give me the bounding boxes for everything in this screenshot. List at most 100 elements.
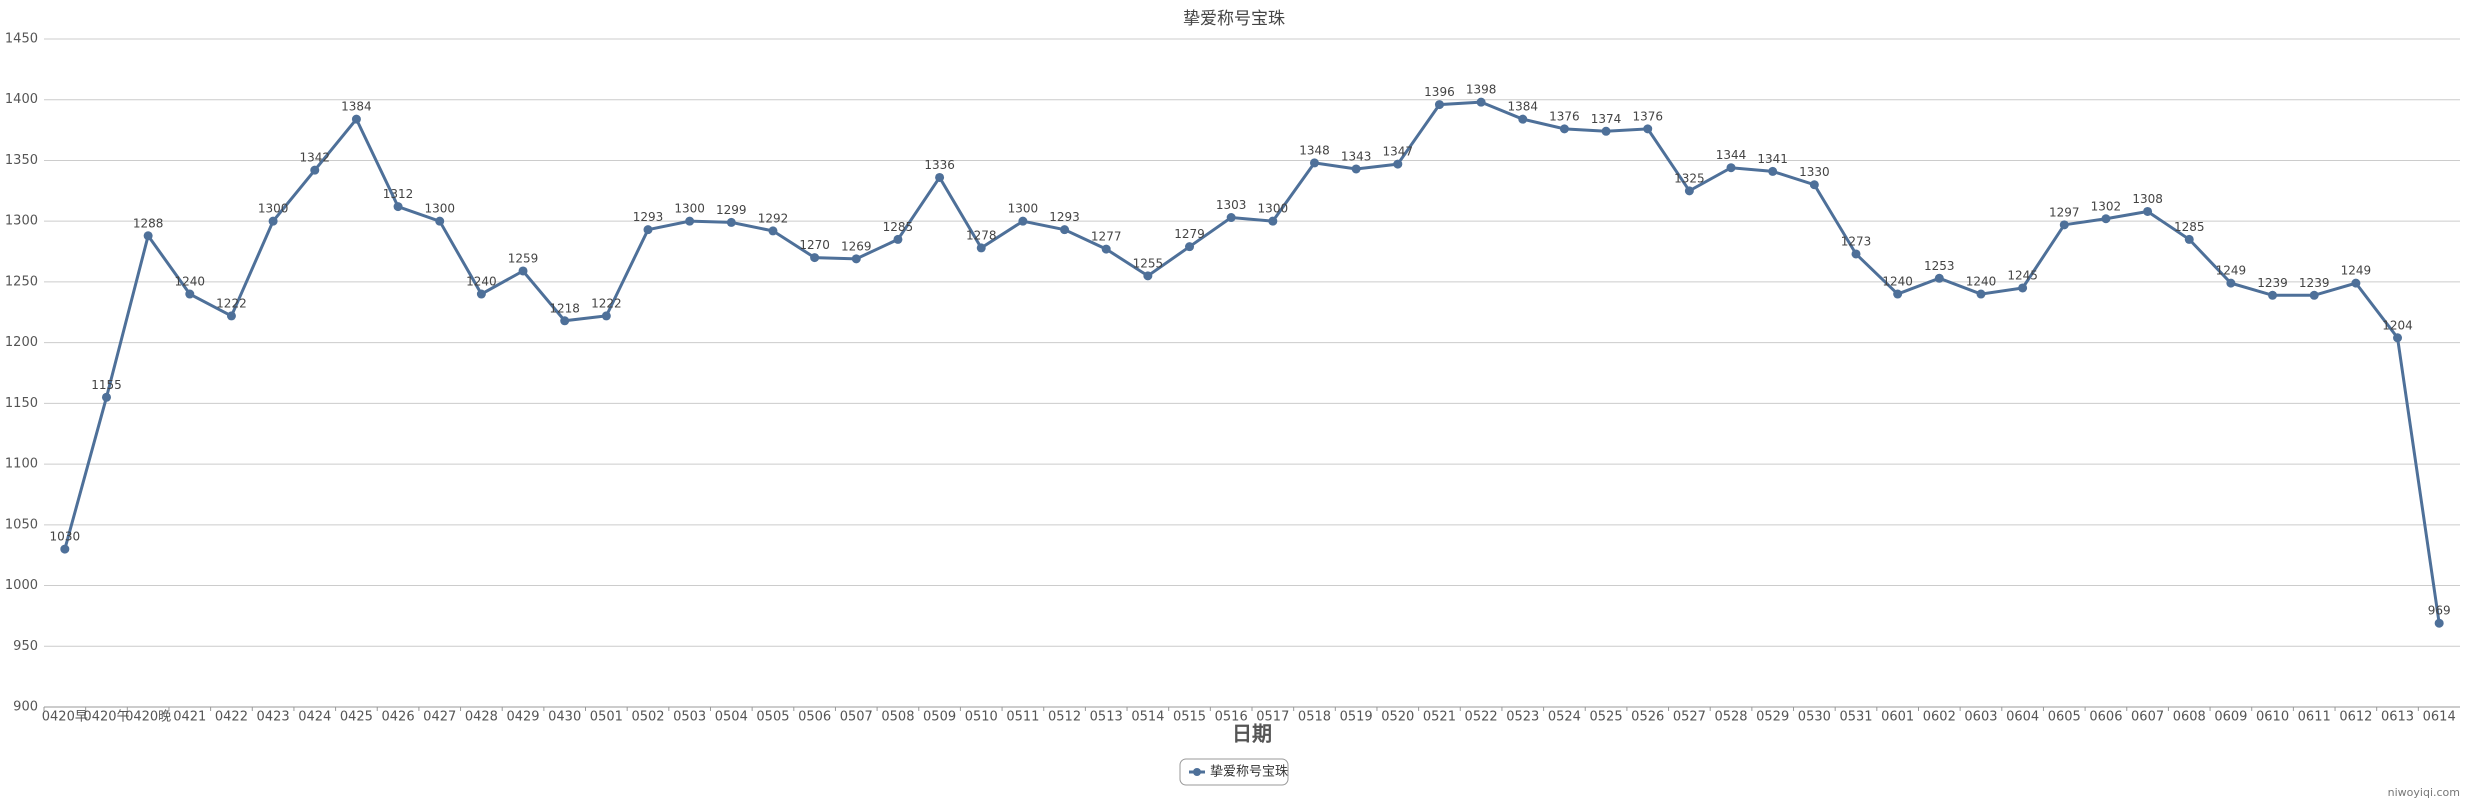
data-point bbox=[1226, 213, 1236, 223]
data-point bbox=[1893, 289, 1903, 299]
data-label: 1155 bbox=[91, 378, 122, 392]
data-point bbox=[518, 266, 528, 276]
data-label: 1344 bbox=[1716, 148, 1747, 162]
data-label: 1222 bbox=[216, 296, 247, 310]
data-point bbox=[1684, 186, 1694, 196]
data-label: 969 bbox=[2428, 604, 2451, 618]
y-tick-label: 1250 bbox=[5, 274, 38, 289]
x-tick-label: 0501 bbox=[590, 710, 623, 725]
x-tick-label: 0517 bbox=[1256, 710, 1289, 725]
x-tick-label: 0523 bbox=[1506, 710, 1539, 725]
data-label: 1292 bbox=[758, 211, 789, 225]
x-tick-label: 0430 bbox=[548, 710, 581, 725]
x-tick-label: 0610 bbox=[2256, 710, 2289, 725]
x-tick-label: 0603 bbox=[1964, 710, 1997, 725]
data-label: 1240 bbox=[175, 275, 206, 289]
data-label: 1278 bbox=[966, 228, 997, 242]
data-label: 1297 bbox=[2049, 205, 2080, 219]
y-tick-label: 1100 bbox=[5, 457, 38, 472]
data-label: 1249 bbox=[2341, 264, 2372, 278]
x-tick-label: 0420早 bbox=[42, 710, 88, 725]
data-point bbox=[851, 254, 861, 264]
data-point bbox=[2351, 278, 2361, 288]
data-label: 1384 bbox=[1507, 100, 1538, 114]
data-point bbox=[1393, 159, 1403, 169]
data-label: 1240 bbox=[466, 275, 497, 289]
x-tick-label: 0426 bbox=[382, 710, 415, 725]
x-tick-label: 0511 bbox=[1006, 710, 1039, 725]
x-tick-label: 0420午 bbox=[83, 710, 129, 725]
data-point bbox=[60, 544, 70, 554]
data-point bbox=[2309, 290, 2319, 300]
data-label: 1341 bbox=[1757, 152, 1788, 166]
x-tick-label: 0502 bbox=[631, 710, 664, 725]
x-tick-label: 0530 bbox=[1798, 710, 1831, 725]
data-point bbox=[768, 226, 778, 236]
x-tick-label: 0521 bbox=[1423, 710, 1456, 725]
data-label: 1285 bbox=[883, 220, 914, 234]
x-tick-label: 0516 bbox=[1215, 710, 1248, 725]
x-tick-label: 0504 bbox=[715, 710, 748, 725]
data-point bbox=[185, 289, 195, 299]
data-point bbox=[2184, 234, 2194, 244]
x-tick-label: 0601 bbox=[1881, 710, 1914, 725]
y-tick-label: 1400 bbox=[5, 92, 38, 107]
data-point bbox=[476, 289, 486, 299]
data-point bbox=[1851, 249, 1861, 259]
data-point bbox=[685, 216, 695, 226]
data-point bbox=[2434, 618, 2444, 628]
x-tick-label: 0508 bbox=[881, 710, 914, 725]
x-tick-label: 0528 bbox=[1714, 710, 1747, 725]
data-point bbox=[1060, 225, 1070, 235]
data-point bbox=[893, 234, 903, 244]
data-point bbox=[2059, 220, 2069, 230]
x-tick-label: 0514 bbox=[1131, 710, 1164, 725]
x-tick-label: 0515 bbox=[1173, 710, 1206, 725]
data-label: 1325 bbox=[1674, 171, 1705, 185]
y-tick-label: 1300 bbox=[5, 214, 38, 229]
data-label: 1277 bbox=[1091, 230, 1122, 244]
data-label: 1259 bbox=[508, 251, 539, 265]
x-tick-label: 0428 bbox=[465, 710, 498, 725]
x-tick-label: 0421 bbox=[173, 710, 206, 725]
series-line bbox=[63, 100, 2441, 624]
data-point bbox=[2226, 278, 2236, 288]
data-point bbox=[1601, 126, 1611, 136]
data-label: 1347 bbox=[1383, 145, 1414, 159]
x-tick-label: 0519 bbox=[1340, 710, 1373, 725]
data-point bbox=[2268, 290, 2278, 300]
data-point bbox=[1351, 164, 1361, 174]
data-point bbox=[1476, 97, 1486, 107]
data-label: 1343 bbox=[1341, 149, 1372, 163]
data-label: 1269 bbox=[841, 239, 872, 253]
data-label: 1330 bbox=[1799, 165, 1830, 179]
data-label: 1348 bbox=[1299, 143, 1330, 157]
data-label: 1255 bbox=[1133, 256, 1164, 270]
data-label: 1293 bbox=[1049, 210, 1080, 224]
x-tick-label: 0427 bbox=[423, 710, 456, 725]
data-label: 1253 bbox=[1924, 259, 1955, 273]
data-label: 1376 bbox=[1632, 109, 1663, 123]
data-label: 1384 bbox=[341, 100, 372, 114]
data-label: 1030 bbox=[50, 530, 81, 544]
x-tick-label: 0420晚 bbox=[125, 710, 171, 725]
data-label: 1303 bbox=[1216, 198, 1247, 212]
legend-box[interactable] bbox=[1179, 758, 1289, 786]
x-tick-label: 0612 bbox=[2339, 710, 2372, 725]
data-label: 1300 bbox=[1258, 202, 1289, 216]
x-tick-label: 0602 bbox=[1923, 710, 1956, 725]
y-tick-label: 1000 bbox=[5, 578, 38, 593]
data-point bbox=[935, 172, 945, 182]
data-label: 1279 bbox=[1174, 227, 1205, 241]
data-point bbox=[351, 114, 361, 124]
x-tick-label: 0604 bbox=[2006, 710, 2039, 725]
legend-label[interactable]: 挚爱称号宝珠 bbox=[1210, 765, 1288, 780]
data-label: 1336 bbox=[924, 158, 955, 172]
legend: 挚爱称号宝珠 bbox=[1179, 758, 1289, 786]
data-label: 1300 bbox=[1008, 202, 1039, 216]
x-tick-label: 0425 bbox=[340, 710, 373, 725]
x-axis-label: 日期 bbox=[1232, 722, 1272, 746]
data-point bbox=[1559, 124, 1569, 134]
data-label: 1285 bbox=[2174, 220, 2205, 234]
